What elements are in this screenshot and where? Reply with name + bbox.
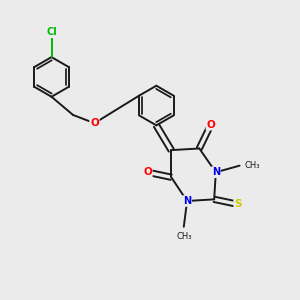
Text: O: O xyxy=(143,167,152,177)
Text: N: N xyxy=(212,167,220,177)
Text: CH₃: CH₃ xyxy=(244,161,260,170)
Text: CH₃: CH₃ xyxy=(176,232,191,241)
Text: N: N xyxy=(183,196,191,206)
Text: Cl: Cl xyxy=(46,27,57,37)
Text: O: O xyxy=(90,118,99,128)
Text: S: S xyxy=(234,199,242,209)
Text: O: O xyxy=(206,120,215,130)
